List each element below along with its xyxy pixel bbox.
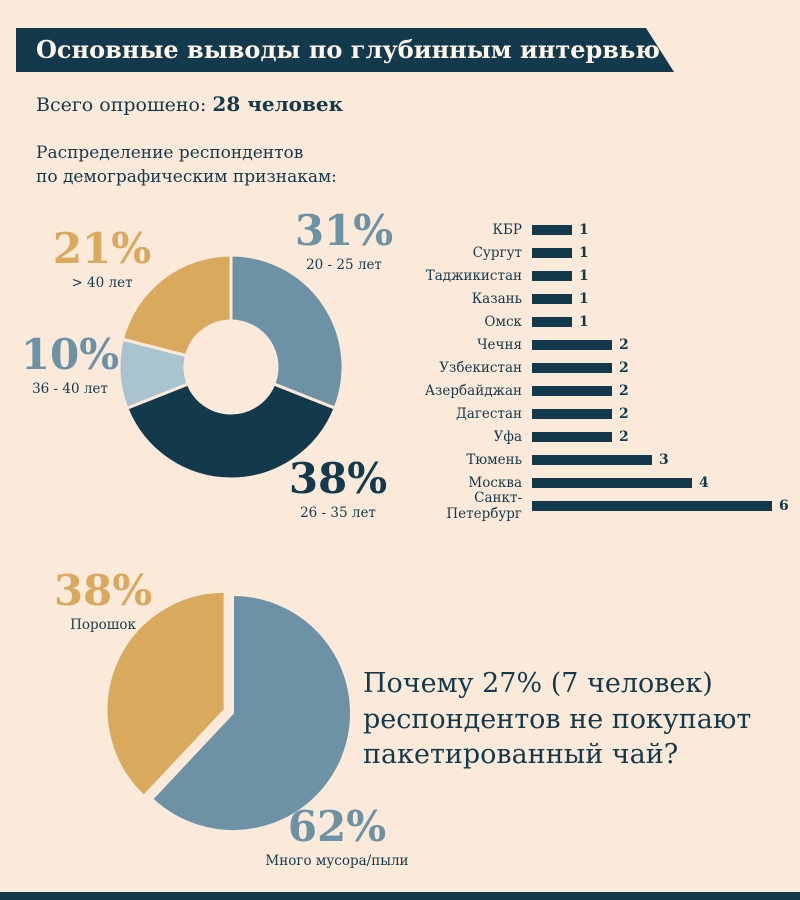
- donut-caption: 20 - 25 лет: [306, 257, 382, 273]
- bar: [532, 431, 612, 442]
- bar-category-label: Сургут: [472, 244, 522, 261]
- bar: [532, 293, 572, 304]
- donut-caption: 36 - 40 лет: [32, 381, 108, 397]
- donut-slice-3: [120, 253, 233, 358]
- bar-category-label: Дагестан: [455, 405, 522, 422]
- bar: [532, 408, 612, 419]
- bar-value-label: 1: [579, 290, 589, 307]
- pie-label-dust: 62% Много мусора/пыли: [252, 802, 422, 870]
- demographics-heading: Распределение респондентов по демографич…: [36, 143, 337, 187]
- bar: [532, 362, 612, 373]
- donut-caption: > 40 лет: [71, 275, 133, 291]
- donut-percent: 10%: [20, 330, 120, 379]
- bar-row-2: Таджикистан 1: [400, 264, 792, 287]
- bar-value-label: 1: [579, 267, 589, 284]
- bar-category-label: Казань: [471, 290, 522, 307]
- bar-value-label: 2: [619, 359, 629, 376]
- bar: [532, 385, 612, 396]
- donut-label-over-40: 21% > 40 лет: [46, 224, 158, 292]
- donut-label-36-40: 10% 36 - 40 лет: [14, 330, 126, 398]
- bar-value-label: 3: [659, 451, 669, 468]
- bar: [532, 339, 612, 350]
- donut-label-26-35: 38% 26 - 35 лет: [276, 454, 400, 522]
- bar: [532, 224, 572, 235]
- donut-slice-0: [229, 253, 345, 411]
- bar-value-label: 1: [579, 244, 589, 261]
- age-donut-chart: [117, 253, 345, 481]
- pie-percent: 38%: [53, 566, 153, 615]
- donut-percent: 38%: [288, 454, 388, 503]
- footer-bar: [0, 892, 800, 900]
- bar-category-label: Тюмень: [466, 451, 522, 468]
- bar: [532, 477, 692, 488]
- donut-slice-1: [124, 381, 338, 481]
- donut-percent: 31%: [294, 206, 394, 255]
- pie-caption: Много мусора/пыли: [265, 853, 409, 869]
- pie-percent: 62%: [287, 802, 387, 851]
- bar-value-label: 2: [619, 336, 629, 353]
- page-title: Основные выводы по глубинным интервью: [36, 35, 660, 64]
- bar-value-label: 4: [699, 474, 709, 491]
- pie-slice-0: [105, 590, 226, 798]
- surveyed-line: Всего опрошено: 28 человек: [36, 92, 343, 116]
- bar-row-12: Санкт-Петербург 6: [400, 490, 792, 522]
- bar-row-5: Чечня 2: [400, 333, 792, 356]
- pie-label-powder: 38% Порошок: [38, 566, 168, 634]
- bar-row-0: КБР 1: [400, 218, 792, 241]
- bar: [532, 247, 572, 258]
- bar-category-label: Москва: [468, 474, 522, 491]
- bar-category-label: Чечня: [477, 336, 522, 353]
- bar-row-11: Москва 4: [400, 471, 792, 494]
- bar-value-label: 2: [619, 428, 629, 445]
- title-banner: Основные выводы по глубинным интервью: [16, 28, 674, 72]
- question-text: Почему 27% (7 человек) респондентов не п…: [363, 668, 752, 771]
- pie-caption: Порошок: [70, 617, 136, 633]
- bar-row-1: Сургут 1: [400, 241, 792, 264]
- bar-category-label: Таджикистан: [425, 267, 522, 284]
- bar-row-10: Тюмень 3: [400, 448, 792, 471]
- bar: [532, 454, 652, 465]
- bar-value-label: 2: [619, 382, 629, 399]
- bar-value-label: 1: [579, 221, 589, 238]
- surveyed-value: 28 человек: [212, 92, 344, 116]
- bar-value-label: 1: [579, 313, 589, 330]
- city-bar-chart: КБР 1 Сургут 1 Таджикистан 1 Казань 1 Омск 1 Чечня…: [400, 218, 792, 522]
- pie-slice-1: [150, 593, 352, 832]
- bar: [532, 316, 572, 327]
- bar-category-label: Азербайджан: [424, 382, 522, 399]
- tea-pie-chart: [105, 590, 352, 832]
- surveyed-label: Всего опрошено:: [36, 94, 207, 116]
- bar-category-label: КБР: [492, 221, 522, 238]
- bar: [532, 500, 772, 511]
- bar-category-label: Уфа: [493, 428, 522, 445]
- bar-category-label: Узбекистан: [439, 359, 522, 376]
- bar-value-label: 2: [619, 405, 629, 422]
- bar-category-label: Санкт-Петербург: [446, 489, 522, 522]
- donut-caption: 26 - 35 лет: [300, 505, 376, 521]
- bar-row-4: Омск 1: [400, 310, 792, 333]
- bar-value-label: 6: [779, 497, 789, 514]
- bar-row-3: Казань 1: [400, 287, 792, 310]
- bar-row-8: Дагестан 2: [400, 402, 792, 425]
- bar-category-label: Омск: [484, 313, 522, 330]
- bar: [532, 270, 572, 281]
- donut-label-20-25: 31% 20 - 25 лет: [288, 206, 400, 274]
- bar-row-9: Уфа 2: [400, 425, 792, 448]
- bar-row-6: Узбекистан 2: [400, 356, 792, 379]
- bar-row-7: Азербайджан 2: [400, 379, 792, 402]
- donut-percent: 21%: [52, 224, 152, 273]
